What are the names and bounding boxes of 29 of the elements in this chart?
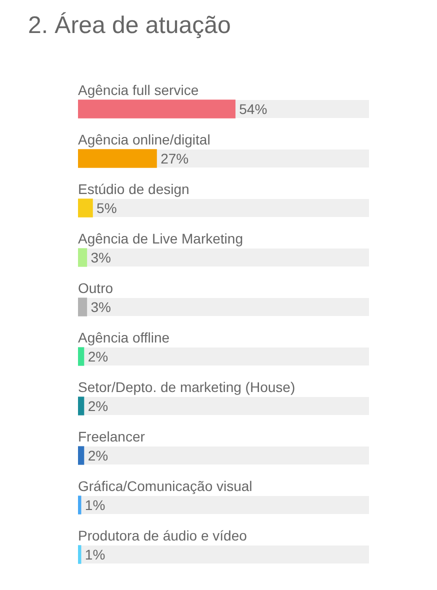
y-tick-label: Agência offline bbox=[78, 330, 170, 346]
bar bbox=[78, 446, 84, 465]
bar bbox=[78, 298, 88, 316]
data-label: 5% bbox=[96, 200, 117, 216]
y-tick-label: Setor/Depto. de marketing (House) bbox=[78, 379, 296, 395]
y-tick-label: Agência full service bbox=[78, 82, 199, 98]
data-label: 2% bbox=[88, 398, 108, 414]
data-label: 54% bbox=[239, 100, 268, 117]
bar bbox=[78, 347, 84, 366]
data-label: 3% bbox=[90, 249, 111, 266]
y-tick-label: Freelancer bbox=[78, 428, 146, 444]
bar bbox=[78, 545, 82, 564]
data-label: 3% bbox=[90, 298, 111, 315]
bar bbox=[78, 198, 93, 218]
chart-title: 2. Área de atuação bbox=[28, 11, 231, 41]
y-tick-label: Outro bbox=[78, 280, 114, 296]
y-tick-label: Gráfica/Comunicação visual bbox=[78, 478, 252, 494]
data-label: 1% bbox=[84, 546, 106, 562]
data-label: 2% bbox=[88, 447, 108, 464]
y-tick-label: Estúdio de design bbox=[78, 181, 190, 197]
y-tick-label: Agência online/digital bbox=[78, 132, 210, 148]
y-tick-label: Produtora de áudio e vídeo bbox=[78, 528, 248, 544]
bar bbox=[78, 496, 82, 514]
y-tick-label: Agência de Live Marketing bbox=[78, 230, 243, 246]
data-label: 1% bbox=[84, 496, 106, 513]
bar bbox=[78, 396, 84, 416]
data-label: 2% bbox=[88, 348, 108, 364]
data-label: 27% bbox=[160, 150, 189, 166]
bar bbox=[78, 248, 88, 267]
